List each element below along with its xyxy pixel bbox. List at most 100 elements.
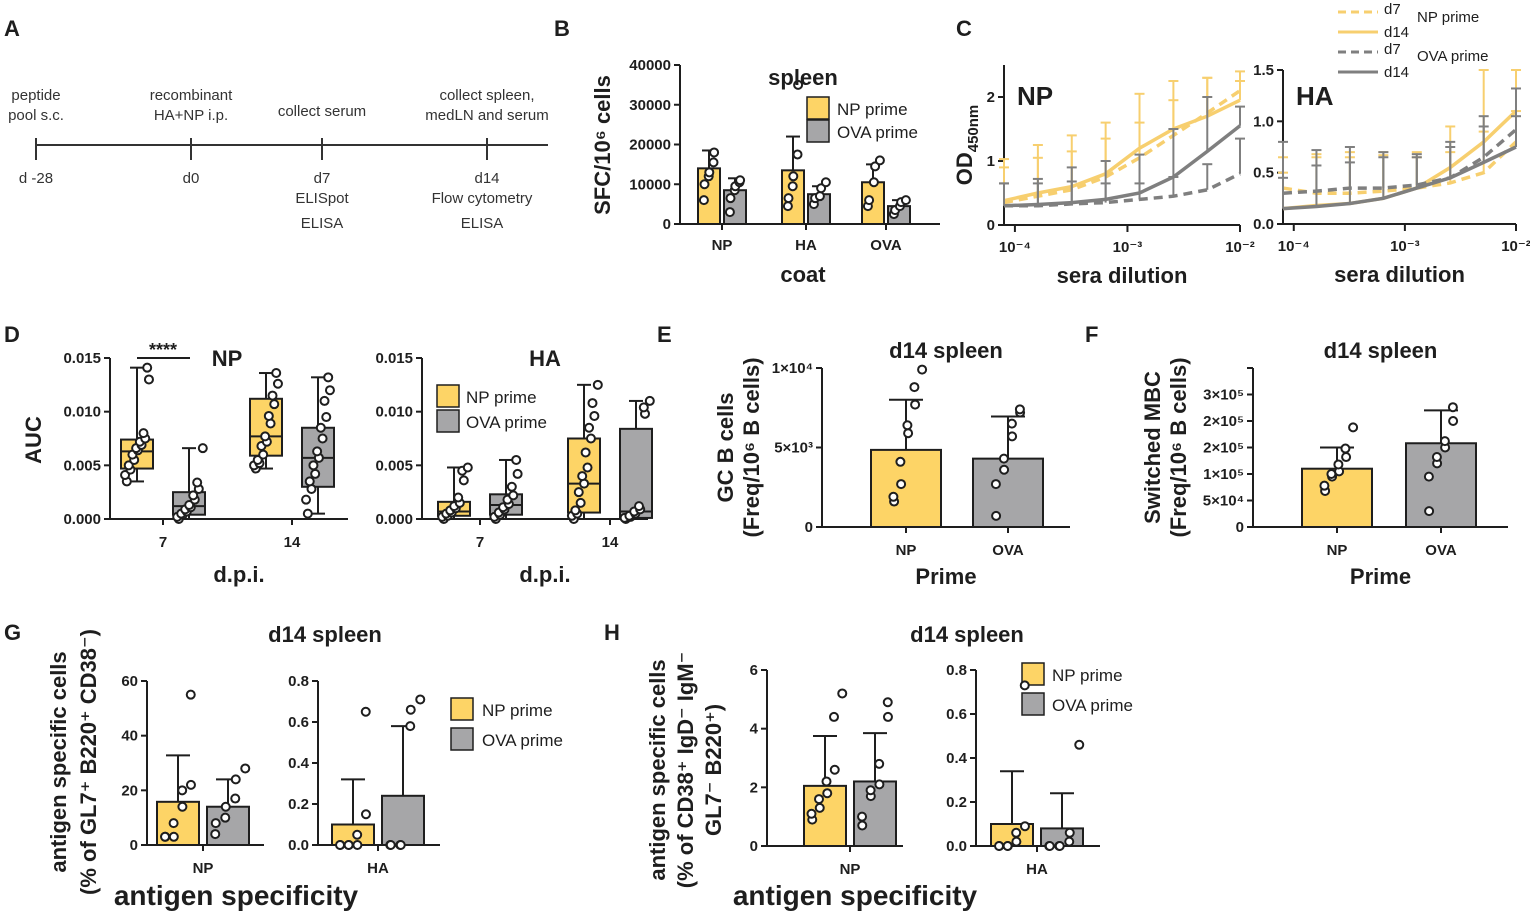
d-ha-data-point [453, 492, 464, 503]
b-y-tick-label: 40000 [629, 57, 671, 74]
d-np-x-axis-title: d.p.i. [213, 562, 264, 587]
g-np-data-point [185, 689, 196, 700]
d-ha-data-point [462, 462, 473, 473]
h-ha-x-tick-label: HA [1026, 861, 1048, 878]
b-data-point [820, 177, 831, 188]
h-ha-data-point [1044, 841, 1055, 851]
d-np-data-point [192, 477, 203, 488]
d-np-data-point [258, 449, 269, 460]
b-y-axis-title: SFC/10⁶ cells [590, 75, 615, 215]
f-y-tick-label: 0 [1236, 519, 1244, 536]
b-data-point [864, 195, 875, 206]
legend-label-d7: d7 [1384, 41, 1401, 58]
g-np-data-point [220, 801, 231, 812]
h-ha-y-tick-label: 0.8 [946, 662, 967, 679]
d-np-data-point [310, 468, 321, 479]
d-ha-data-point [592, 379, 603, 390]
g-ha-data-point [352, 829, 363, 840]
panel-label-c: C [956, 16, 972, 41]
g-np-data-point [160, 831, 171, 842]
f-data-point [1319, 480, 1330, 491]
legend-label-ova: OVA prime [466, 413, 547, 432]
f-data-point [1447, 402, 1458, 413]
c-ha-y-tick-label: 1.0 [1253, 113, 1274, 130]
c-ha-y-tick-label: 0.5 [1253, 165, 1274, 182]
legend-c: d7 d14 NP prime d7 d14 OVA prime [1338, 1, 1488, 81]
c-ha-x-tick-label: 10⁻³ [1390, 238, 1420, 255]
d-ha-data-point [580, 447, 591, 458]
f-y-axis-title-2: (Freq/10⁶ B cells) [1166, 357, 1191, 537]
c-np-series-line [1004, 172, 1241, 208]
g-ha-y-tick-label: 0.0 [288, 837, 309, 854]
h-ha-data-point [1011, 827, 1022, 838]
legend-swatch-ova [806, 119, 830, 143]
e-data-point [895, 456, 906, 467]
g-np-data-point [168, 818, 179, 829]
b-data-point [724, 207, 735, 218]
legend-swatch-ova [436, 409, 460, 433]
g-np-data-point [168, 831, 179, 842]
f-y-tick-label: 3×10⁵ [1203, 387, 1244, 404]
timeline-event-label: peptide [11, 87, 60, 104]
panel-label-g: G [4, 620, 21, 645]
g-np-data-point [220, 812, 231, 823]
e-x-axis-title: Prime [915, 564, 976, 589]
f-x-tick-label: OVA [1425, 542, 1457, 559]
h-x-axis-title: antigen specificity [733, 880, 978, 911]
d-np-data-point [267, 390, 278, 401]
d-ha-x-tick-label: 7 [476, 534, 484, 551]
d-ha-y-tick-label: 0.015 [375, 350, 413, 367]
b-data-point [783, 193, 794, 204]
c-ha-series-line [1282, 140, 1518, 195]
e-data-point [909, 382, 920, 393]
c-ha-series-line [1282, 128, 1518, 195]
d-ha-data-point [638, 402, 649, 413]
c-np-y-tick-label: 2 [987, 89, 995, 106]
b-data-point [725, 193, 736, 204]
e-data-point [998, 453, 1009, 464]
d-np-data-point [315, 422, 326, 433]
h-np-data-point [857, 811, 868, 822]
panel-label-f: F [1085, 322, 1098, 347]
d-np-y-tick-label: 0.000 [63, 511, 101, 528]
e-data-point [1007, 431, 1018, 442]
panel-label-b: B [554, 16, 570, 41]
d-np-data-point [319, 395, 330, 406]
legend-d: NP prime OVA prime [436, 384, 547, 433]
g-ha-x-tick-label: HA [367, 860, 389, 877]
b-data-point [704, 167, 715, 178]
panel-label-d: D [4, 322, 20, 347]
b-data-point [788, 171, 799, 182]
h-ha-y-tick-label: 0.4 [946, 750, 968, 767]
d-np-data-point [263, 410, 274, 421]
e-data-point [991, 510, 1002, 521]
b-x-axis-title: coat [780, 262, 826, 287]
f-y-tick-label: 2×10⁵ [1203, 413, 1244, 430]
h-np-data-point [814, 794, 824, 805]
b-data-point [782, 201, 793, 212]
d-ha-data-point [458, 475, 469, 486]
g-np-data-point [210, 818, 221, 829]
f-data-point [1333, 459, 1344, 470]
d-np-data-point [301, 494, 312, 505]
legend-swatch-ova [450, 727, 474, 751]
timeline-event-label: collect spleen, [439, 87, 534, 104]
d-ha-y-tick-label: 0.000 [375, 511, 413, 528]
d-np-data-point [271, 368, 282, 379]
c-ha-chart-title: HA [1296, 81, 1334, 111]
c-np-y-tick-label: 0 [987, 217, 995, 234]
d-ha-data-point [508, 490, 519, 501]
d-np-data-point [197, 443, 208, 454]
h-ha-data-point [1011, 836, 1022, 847]
g-ha-data-point [335, 840, 346, 850]
h-np-data-point [837, 688, 848, 699]
h-ha-y-tick-label: 0.6 [946, 706, 967, 723]
b-data-point [787, 181, 798, 192]
d-ha-data-point [511, 454, 522, 465]
d-np-data-point [324, 385, 335, 396]
g-ha-data-point [405, 704, 416, 715]
g-ha-data-point [395, 840, 406, 850]
g-np-data-point [185, 779, 196, 790]
d-np-data-point [317, 433, 328, 444]
timeline-event-label: HA+NP i.p. [154, 107, 228, 124]
